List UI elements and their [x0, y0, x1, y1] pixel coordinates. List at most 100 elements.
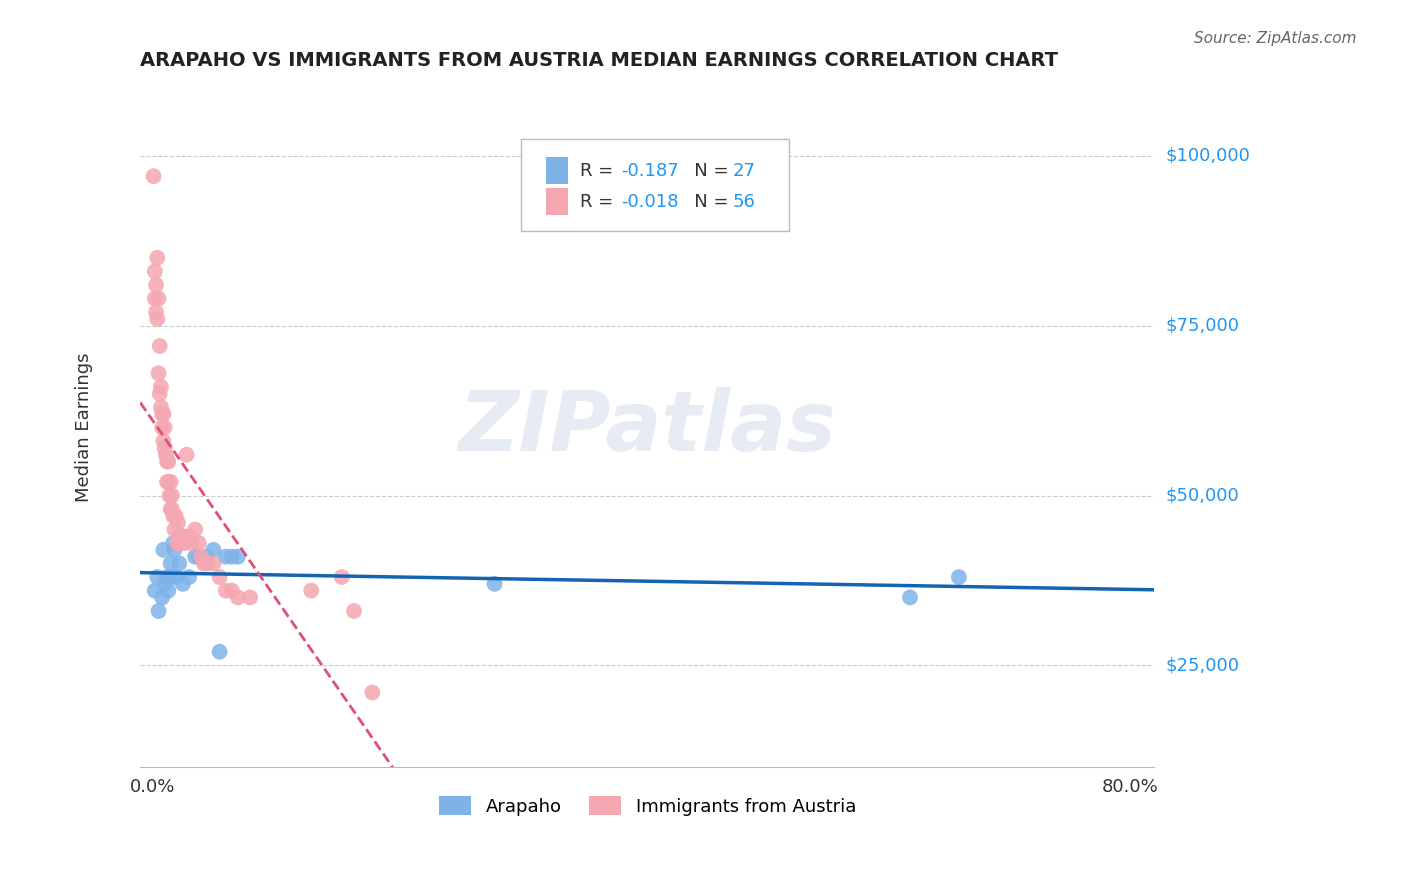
Point [156, 570, 179, 584]
Point [202, 557, 225, 571]
Text: N =: N = [676, 193, 734, 211]
Point [202, 542, 225, 557]
Text: $50,000: $50,000 [1166, 486, 1239, 505]
Point [215, 549, 238, 564]
Point [193, 557, 215, 571]
Point [145, 305, 167, 319]
FancyBboxPatch shape [546, 157, 568, 185]
Text: R =: R = [581, 161, 620, 179]
Point [166, 570, 188, 584]
Point [145, 277, 167, 292]
Point [177, 529, 200, 543]
Point [221, 549, 243, 564]
Point [330, 570, 353, 584]
Point [160, 489, 183, 503]
Legend: Arapaho, Immigrants from Austria: Arapaho, Immigrants from Austria [432, 789, 863, 822]
Point [208, 570, 231, 584]
Text: -0.018: -0.018 [621, 193, 679, 211]
Point [153, 420, 176, 434]
Text: ZIPatlas: ZIPatlas [458, 387, 837, 468]
Point [152, 542, 174, 557]
Point [157, 475, 180, 489]
Point [169, 536, 191, 550]
Point [195, 557, 218, 571]
Point [165, 508, 187, 523]
Point [156, 454, 179, 468]
Point [150, 407, 173, 421]
Point [169, 557, 191, 571]
Point [149, 386, 172, 401]
Point [156, 475, 179, 489]
Point [159, 502, 181, 516]
Point [153, 441, 176, 455]
Point [190, 549, 212, 564]
Point [159, 489, 181, 503]
Point [157, 583, 180, 598]
Point [148, 366, 170, 380]
Point [208, 645, 231, 659]
Point [152, 407, 174, 421]
Point [343, 604, 366, 618]
Point [177, 570, 200, 584]
Text: Median Earnings: Median Earnings [76, 353, 93, 502]
Point [898, 591, 921, 605]
Point [195, 549, 218, 564]
Point [142, 169, 165, 184]
Text: 27: 27 [733, 161, 755, 179]
Point [173, 536, 195, 550]
Text: ARAPAHO VS IMMIGRANTS FROM AUSTRIA MEDIAN EARNINGS CORRELATION CHART: ARAPAHO VS IMMIGRANTS FROM AUSTRIA MEDIA… [141, 51, 1059, 70]
Point [155, 448, 177, 462]
Point [226, 549, 249, 564]
Point [166, 536, 188, 550]
Text: -0.187: -0.187 [621, 161, 679, 179]
Point [239, 591, 262, 605]
Point [167, 516, 190, 530]
Point [143, 583, 166, 598]
Point [172, 529, 194, 543]
Point [148, 604, 170, 618]
Point [180, 536, 202, 550]
Point [221, 583, 243, 598]
Point [184, 549, 207, 564]
Point [152, 434, 174, 449]
Point [148, 292, 170, 306]
Point [159, 475, 181, 489]
Point [162, 508, 184, 523]
FancyBboxPatch shape [546, 188, 568, 216]
Point [948, 570, 970, 584]
Text: N =: N = [676, 161, 734, 179]
Point [160, 570, 183, 584]
Point [150, 420, 173, 434]
Point [146, 251, 169, 265]
Point [215, 583, 238, 598]
Point [187, 549, 209, 564]
Point [143, 292, 166, 306]
Point [184, 523, 207, 537]
Text: 56: 56 [733, 193, 755, 211]
Text: $25,000: $25,000 [1166, 657, 1240, 674]
Point [163, 523, 186, 537]
Point [187, 536, 209, 550]
Point [299, 583, 322, 598]
Point [169, 529, 191, 543]
Point [150, 591, 173, 605]
Text: $75,000: $75,000 [1166, 317, 1240, 334]
Point [172, 577, 194, 591]
Point [153, 577, 176, 591]
Point [160, 502, 183, 516]
Point [146, 570, 169, 584]
Point [226, 591, 249, 605]
Text: Source: ZipAtlas.com: Source: ZipAtlas.com [1194, 31, 1357, 46]
Point [176, 448, 198, 462]
Point [149, 401, 172, 415]
Point [149, 380, 172, 394]
Point [157, 454, 180, 468]
Point [143, 264, 166, 278]
Point [146, 311, 169, 326]
Point [361, 685, 384, 699]
Point [149, 339, 172, 353]
Point [163, 542, 186, 557]
Text: $100,000: $100,000 [1166, 147, 1250, 165]
Point [162, 536, 184, 550]
Point [159, 557, 181, 571]
